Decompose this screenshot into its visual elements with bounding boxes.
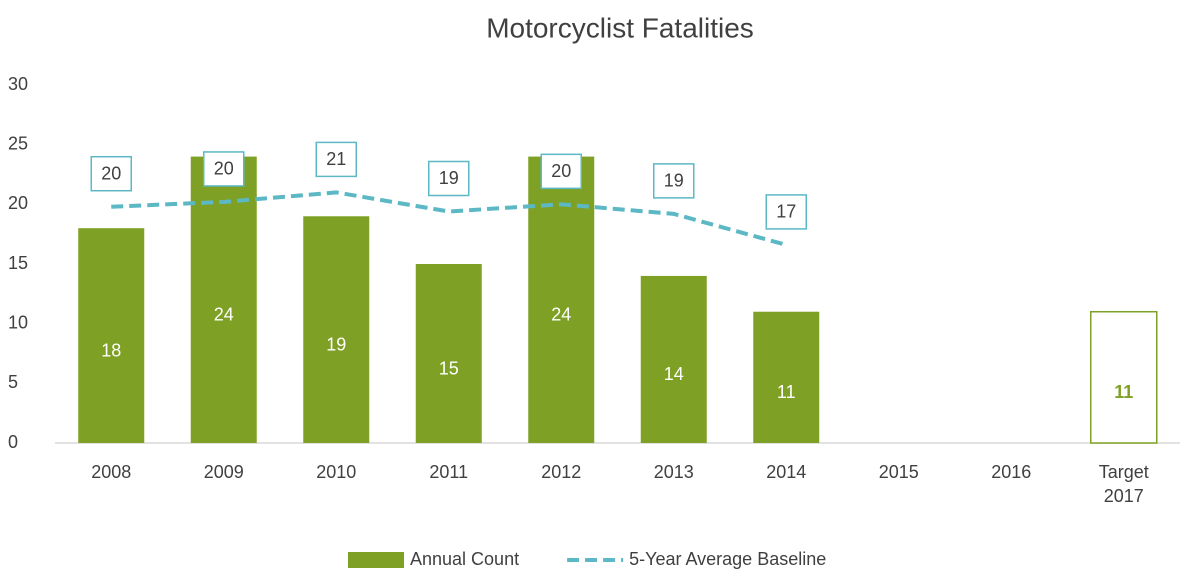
chart-title: Motorcyclist Fatalities	[486, 12, 754, 43]
x-tick-label: 2013	[654, 462, 694, 482]
line-label-box	[653, 163, 695, 199]
line-label-box	[90, 155, 132, 192]
bar	[640, 275, 707, 443]
y-tick-label: 10	[8, 312, 28, 332]
bar-value-label: 14	[664, 364, 684, 384]
line-value-label: 21	[326, 149, 346, 169]
line-value-label: 20	[101, 163, 121, 183]
x-tick-label: Target 2017	[1099, 462, 1149, 506]
line	[111, 190, 787, 247]
bar-value-label: 24	[551, 305, 571, 325]
legend-swatch	[348, 552, 404, 568]
bar-value-label: 24	[214, 305, 234, 325]
bar	[303, 216, 370, 443]
y-tick-label: 20	[8, 193, 28, 213]
x-tick-label: 2010	[316, 462, 356, 482]
y-tick-label: 0	[8, 432, 18, 452]
line-value-label: 20	[551, 161, 571, 181]
bar-value-label: 18	[101, 340, 121, 360]
bar	[78, 228, 145, 443]
y-tick-label: 30	[8, 74, 28, 94]
line-label-box	[540, 153, 582, 190]
line-value-label: 20	[214, 159, 234, 179]
x-tick-label: 2009	[204, 462, 244, 482]
x-tick-label: 2015	[879, 462, 919, 482]
target-bar	[1090, 310, 1158, 444]
bar	[753, 311, 820, 443]
x-tick-label-line: 2017	[1104, 486, 1144, 506]
x-tick-label: 2014	[766, 462, 806, 482]
bar-value-label: 11	[777, 382, 796, 402]
bar-value-label: 19	[326, 334, 346, 354]
x-tick-label: 2016	[991, 462, 1031, 482]
legend-label: Annual Count	[410, 549, 519, 569]
line-label-box	[315, 141, 357, 178]
y-tick-label: 25	[8, 133, 28, 153]
bar-value-label: 15	[439, 358, 459, 378]
line-label-box	[428, 160, 470, 197]
x-tick-label: 2011	[429, 462, 468, 482]
y-tick-label: 15	[8, 253, 28, 273]
line-label-box	[203, 151, 245, 187]
legend-label: 5-Year Average Baseline	[629, 549, 826, 569]
y-tick-label: 5	[8, 372, 18, 392]
x-tick-label: 2008	[91, 462, 131, 482]
line-value-label: 19	[439, 168, 459, 188]
line-value-label: 19	[664, 171, 684, 191]
bar	[528, 156, 595, 443]
target-value-label: 11	[1114, 382, 1133, 402]
line-label-box	[765, 194, 807, 230]
bar	[415, 264, 482, 443]
line-value-label: 17	[776, 202, 796, 222]
x-tick-label: 2012	[541, 462, 581, 482]
x-tick-label-line: Target	[1099, 462, 1149, 482]
